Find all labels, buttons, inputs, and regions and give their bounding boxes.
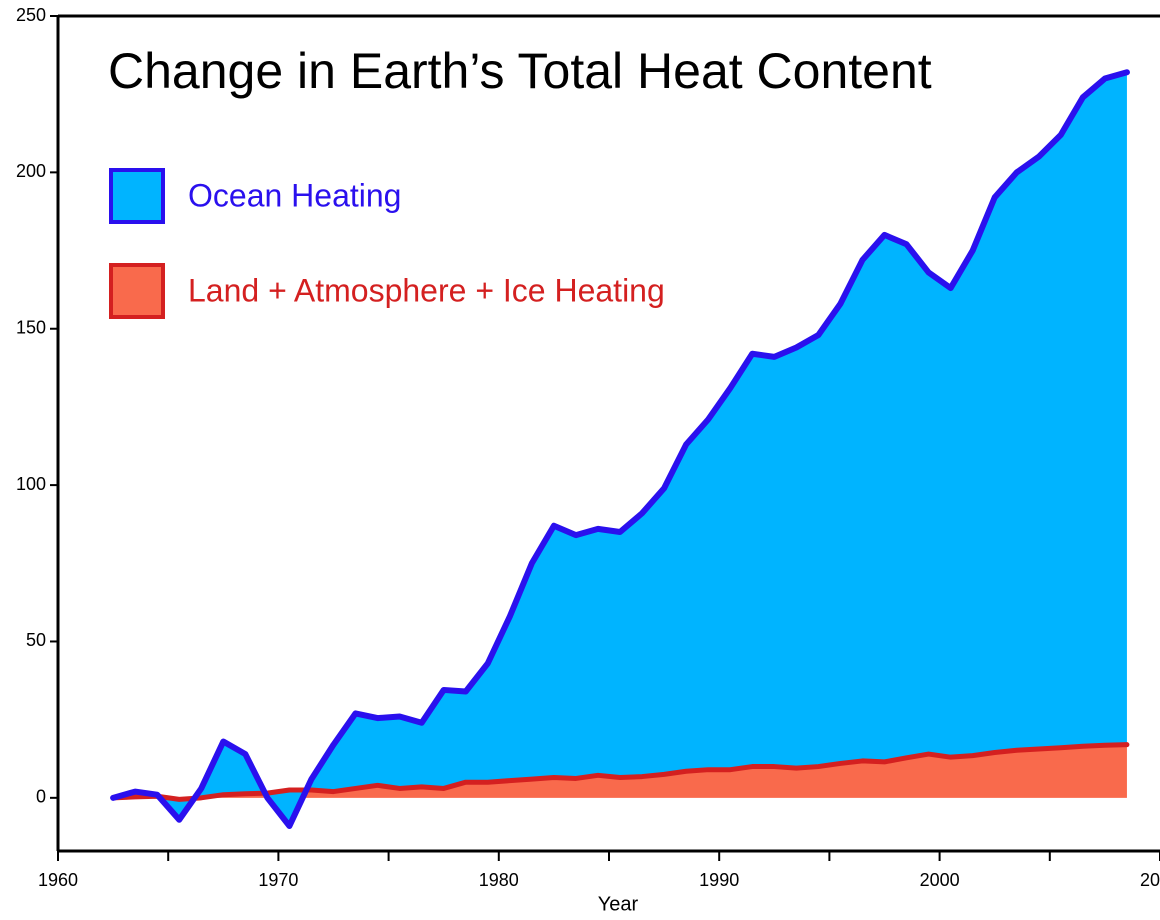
x-tick-label: 2010	[1140, 870, 1160, 890]
y-tick-label: 100	[16, 474, 46, 494]
y-tick-label: 250	[16, 5, 46, 25]
area	[113, 72, 1127, 826]
legend-swatch	[109, 263, 165, 319]
area	[113, 744, 1127, 800]
x-tick-label: 1960	[38, 870, 78, 890]
line	[110, 69, 1130, 829]
y-tick-label: 150	[16, 317, 46, 337]
legend-label: Ocean Heating	[188, 177, 401, 213]
line	[110, 742, 1130, 802]
y-tick-label: 200	[16, 161, 46, 181]
x-axis-label: Year	[598, 893, 639, 915]
legend-swatch	[109, 168, 165, 224]
x-tick-label: 1980	[479, 870, 519, 890]
x-tick-label: 2000	[920, 870, 960, 890]
x-tick-label: 1970	[258, 870, 298, 890]
y-tick-label: 0	[36, 787, 46, 807]
x-tick-label: 1990	[699, 870, 739, 890]
legend-label: Land + Atmosphere + Ice Heating	[188, 272, 665, 308]
chart-title: Change in Earth’s Total Heat Content	[108, 43, 932, 99]
y-tick-label: 50	[26, 630, 46, 650]
